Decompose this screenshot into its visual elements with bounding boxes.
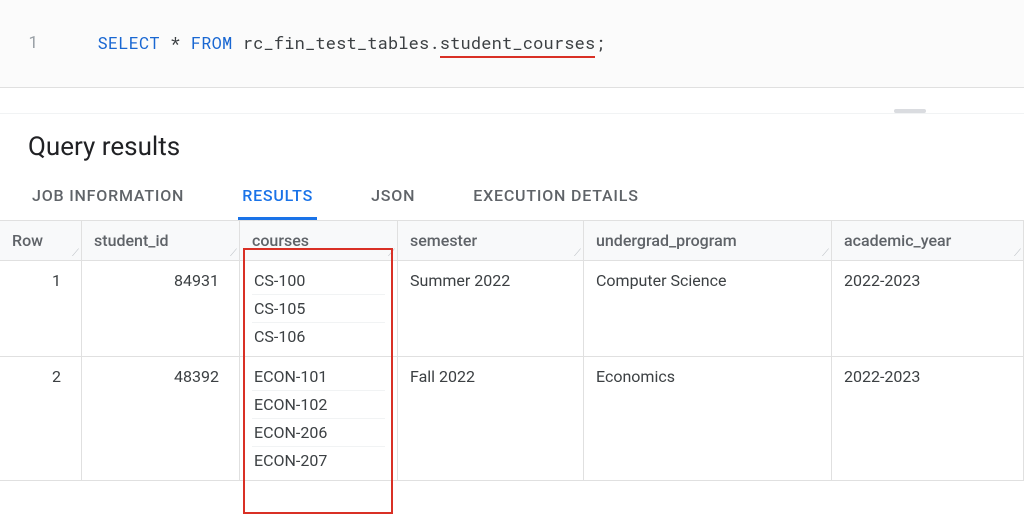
- results-title: Query results: [0, 114, 1024, 176]
- column-resize-icon[interactable]: ⟋: [230, 249, 237, 259]
- cell-semester: Summer 2022: [398, 261, 584, 357]
- column-resize-icon[interactable]: ⟋: [72, 249, 79, 259]
- course-item: CS-100: [252, 271, 385, 295]
- cell-courses: CS-100 CS-105 CS-106: [240, 261, 398, 357]
- tab-execution-details[interactable]: EXECUTION DETAILS: [469, 176, 642, 220]
- sql-editor[interactable]: 1 SELECT * FROM rc_fin_test_tables.stude…: [0, 0, 1024, 88]
- column-resize-icon[interactable]: ⟋: [1014, 249, 1021, 259]
- sql-space: [232, 31, 242, 54]
- courses-list: ECON-101 ECON-102 ECON-206 ECON-207: [252, 367, 385, 470]
- course-item: CS-105: [252, 295, 385, 323]
- column-header-courses[interactable]: courses ⟋: [240, 221, 398, 261]
- sql-statement[interactable]: SELECT * FROM rc_fin_test_tables.student…: [56, 8, 606, 77]
- tab-results[interactable]: RESULTS: [238, 176, 317, 220]
- sql-table-name-underlined: student_courses: [440, 31, 596, 58]
- sql-table-schema: rc_fin_test_tables.: [243, 31, 440, 54]
- sql-keyword-from: FROM: [191, 31, 233, 54]
- cell-semester: Fall 2022: [398, 357, 584, 481]
- column-header-semester[interactable]: semester ⟋: [398, 221, 584, 261]
- tab-job-information[interactable]: JOB INFORMATION: [28, 176, 188, 220]
- course-item: ECON-102: [252, 391, 385, 419]
- sql-semicolon: ;: [595, 31, 605, 54]
- course-item: ECON-207: [252, 447, 385, 470]
- column-header-row[interactable]: Row ⟋: [0, 221, 82, 261]
- panel-resize-handle[interactable]: [894, 109, 926, 113]
- column-resize-icon[interactable]: ⟋: [574, 249, 581, 259]
- results-table: Row ⟋ student_id ⟋ courses ⟋ semester ⟋ …: [0, 221, 1024, 481]
- column-header-label: courses: [252, 231, 309, 250]
- cell-student-id: 84931: [82, 261, 240, 357]
- column-resize-icon[interactable]: ⟋: [388, 249, 395, 259]
- cell-courses: ECON-101 ECON-102 ECON-206 ECON-207: [240, 357, 398, 481]
- cell-undergrad-program: Economics: [584, 357, 832, 481]
- results-tabs: JOB INFORMATION RESULTS JSON EXECUTION D…: [0, 176, 1024, 221]
- column-header-student-id[interactable]: student_id ⟋: [82, 221, 240, 261]
- column-header-academic-year[interactable]: academic_year ⟋: [832, 221, 1024, 261]
- sql-star: *: [160, 31, 191, 54]
- tab-json[interactable]: JSON: [367, 176, 419, 220]
- row-number: 1: [0, 261, 82, 357]
- column-header-label: semester: [410, 231, 477, 250]
- column-header-label: academic_year: [844, 231, 951, 250]
- cell-undergrad-program: Computer Science: [584, 261, 832, 357]
- cell-academic-year: 2022-2023: [832, 261, 1024, 357]
- row-number: 2: [0, 357, 82, 481]
- course-item: ECON-101: [252, 367, 385, 391]
- course-item: CS-106: [252, 323, 385, 346]
- course-item: ECON-206: [252, 419, 385, 447]
- column-resize-icon[interactable]: ⟋: [822, 249, 829, 259]
- courses-list: CS-100 CS-105 CS-106: [252, 271, 385, 346]
- sql-keyword-select: SELECT: [98, 31, 160, 54]
- column-header-label: student_id: [94, 231, 169, 250]
- cell-academic-year: 2022-2023: [832, 357, 1024, 481]
- column-header-label: undergrad_program: [596, 231, 737, 250]
- column-header-label: Row: [12, 231, 43, 250]
- cell-student-id: 48392: [82, 357, 240, 481]
- column-header-undergrad-program[interactable]: undergrad_program ⟋: [584, 221, 832, 261]
- line-number: 1: [16, 33, 56, 53]
- editor-results-divider: [0, 88, 1024, 114]
